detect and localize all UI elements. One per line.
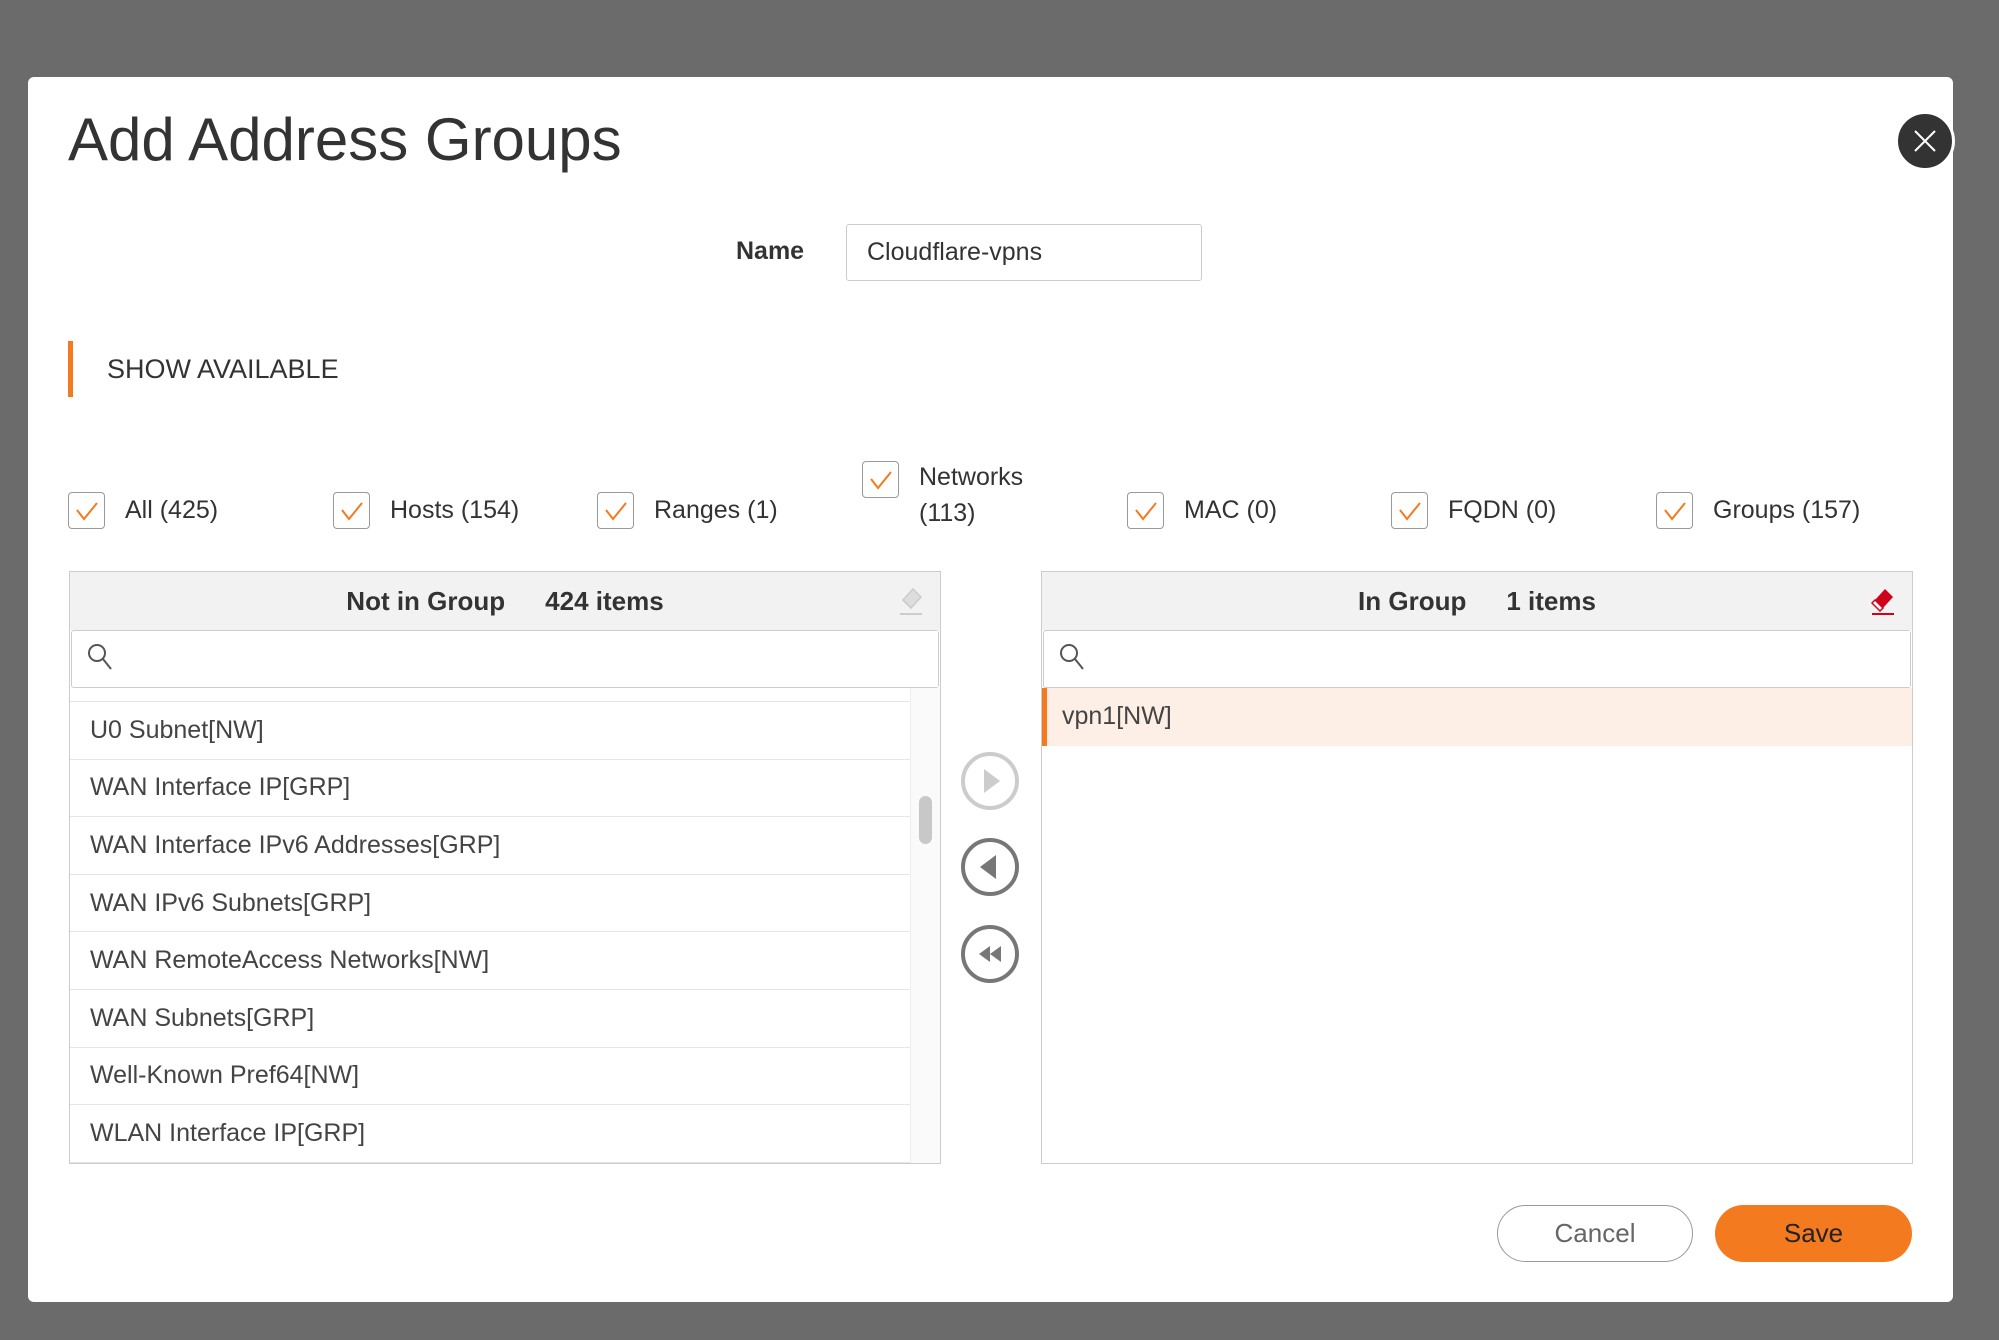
search-icon xyxy=(86,642,114,677)
name-label: Name xyxy=(736,237,805,265)
play-left-icon xyxy=(961,838,1019,896)
panel-title: Not in Group xyxy=(346,585,506,616)
checkbox-checked-icon[interactable] xyxy=(1656,492,1693,529)
filter-label: Ranges (1) xyxy=(654,496,778,524)
panel-header: In Group 1 items xyxy=(1042,572,1912,630)
add-address-groups-dialog: Add Address Groups Name SHOW AVAILABLE A… xyxy=(28,77,1953,1302)
list-item[interactable]: WAN Interface IPv6 Addresses[GRP] xyxy=(70,817,910,875)
checkbox-checked-icon[interactable] xyxy=(862,461,899,498)
checkbox-checked-icon[interactable] xyxy=(333,492,370,529)
right-search-input[interactable] xyxy=(1096,631,1910,687)
list-item[interactable]: WAN Subnets[GRP] xyxy=(70,990,910,1048)
close-button[interactable] xyxy=(1895,111,1955,171)
show-available-heading: SHOW AVAILABLE xyxy=(68,341,339,397)
left-search-field[interactable] xyxy=(71,630,939,688)
filter-checkbox[interactable]: FQDN (0) xyxy=(1391,492,1556,529)
right-search-field[interactable] xyxy=(1043,630,1911,688)
scrollbar-thumb[interactable] xyxy=(919,796,932,844)
panel-header: Not in Group 424 items xyxy=(70,572,940,630)
eraser-icon[interactable] xyxy=(896,586,926,623)
list-item[interactable]: WAN IPv6 Subnets[GRP] xyxy=(70,875,910,933)
list-item[interactable]: U0 Subnet[NW] xyxy=(70,702,910,760)
save-button[interactable]: Save xyxy=(1715,1205,1912,1262)
item-count: 1 items xyxy=(1506,585,1596,616)
in-group-list: vpn1[NW] xyxy=(1042,688,1912,1163)
filter-label: FQDN (0) xyxy=(1448,496,1557,524)
checkbox-checked-icon[interactable] xyxy=(597,492,634,529)
filter-checkbox[interactable]: Networks (113) xyxy=(862,459,1039,531)
in-group-panel: In Group 1 items vpn1[NW] xyxy=(1041,571,1913,1164)
not-in-group-list: U0 Subnet[NW] WAN Interface IP[GRP] WAN In… xyxy=(70,688,940,1163)
filter-checkbox[interactable]: Ranges (1) xyxy=(597,492,778,529)
checkbox-checked-icon[interactable] xyxy=(1127,492,1164,529)
filter-label: All (425) xyxy=(125,496,219,524)
checkbox-checked-icon[interactable] xyxy=(68,492,105,529)
filter-checkbox[interactable]: Groups (157) xyxy=(1656,492,1860,529)
filter-label: MAC (0) xyxy=(1184,496,1278,524)
list-item[interactable]: Well-Known Pref64[NW] xyxy=(70,1048,910,1106)
scrollbar[interactable] xyxy=(910,688,940,1163)
filter-checkbox[interactable]: MAC (0) xyxy=(1127,492,1277,529)
eraser-icon[interactable] xyxy=(1868,586,1898,623)
filter-checkbox[interactable]: All (425) xyxy=(68,492,218,529)
filter-checkbox[interactable]: Hosts (154) xyxy=(333,492,519,529)
list-item[interactable]: WAN Interface IP[GRP] xyxy=(70,760,910,818)
dialog-title: Add Address Groups xyxy=(68,106,622,173)
list-item[interactable]: WAN RemoteAccess Networks[NW] xyxy=(70,932,910,990)
list-item[interactable]: vpn1[NW] xyxy=(1042,688,1912,746)
left-search-input[interactable] xyxy=(124,631,938,687)
name-input[interactable] xyxy=(846,224,1202,281)
not-in-group-panel: Not in Group 424 items U0 Subnet[NW] WAN … xyxy=(69,571,941,1164)
remove-from-group-button[interactable] xyxy=(960,837,1020,897)
list-item[interactable]: WLAN Interface IP[GRP] xyxy=(70,1105,910,1163)
remove-all-button[interactable] xyxy=(960,924,1020,984)
rewind-icon xyxy=(961,925,1019,983)
filter-label: Networks (113) xyxy=(919,463,1024,527)
filter-label: Groups (157) xyxy=(1713,496,1861,524)
panel-title: In Group xyxy=(1358,585,1467,616)
add-to-group-button[interactable] xyxy=(960,751,1020,811)
search-icon xyxy=(1058,642,1086,677)
cancel-button[interactable]: Cancel xyxy=(1497,1205,1693,1262)
item-count: 424 items xyxy=(545,585,664,616)
filter-label: Hosts (154) xyxy=(390,496,520,524)
close-icon xyxy=(1914,130,1936,152)
play-right-icon xyxy=(961,752,1019,810)
checkbox-checked-icon[interactable] xyxy=(1391,492,1428,529)
